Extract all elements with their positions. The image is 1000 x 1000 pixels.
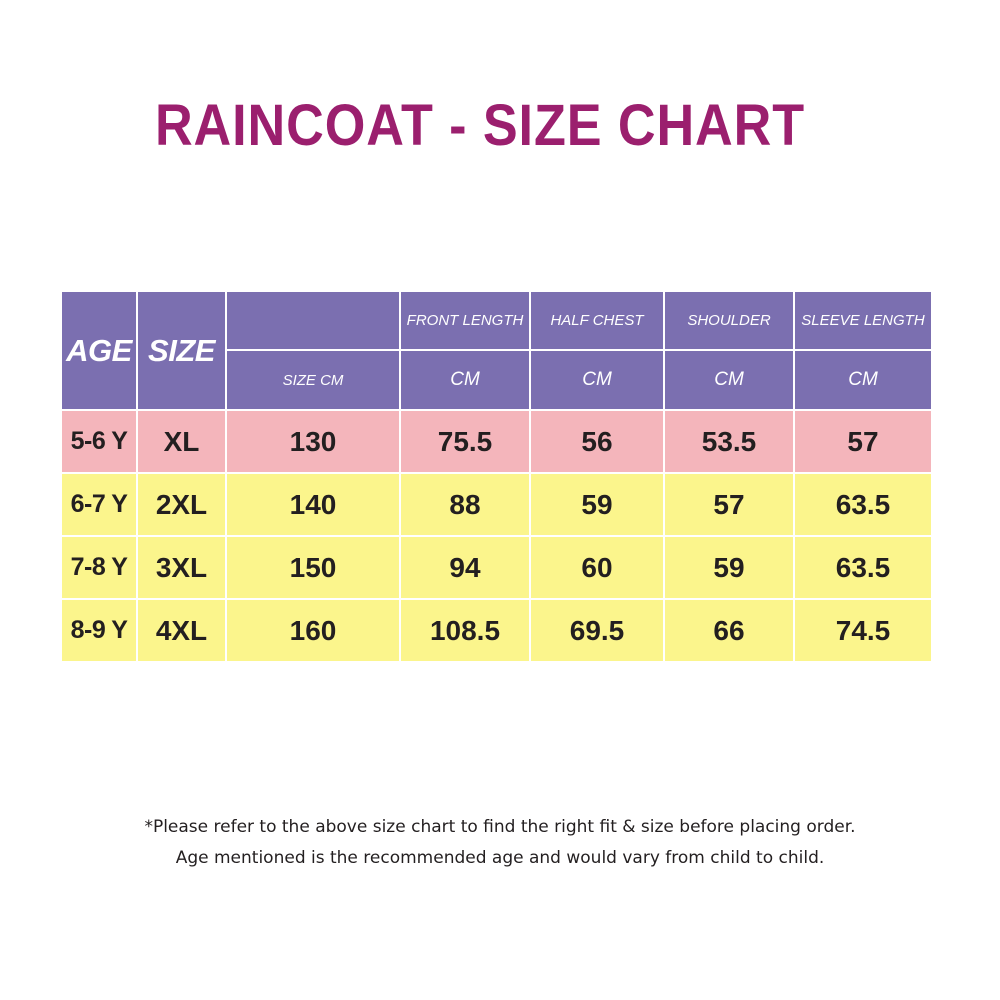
cell-age: 6-7 Y [60,472,138,537]
header-size: SIZE [136,290,227,411]
cell-sleeve-length: 74.5 [793,598,933,663]
cell-size: XL [136,409,227,474]
size-chart-table: AGE SIZE FRONT LENGTH HALF CHEST SHOULDE… [60,290,933,663]
cell-front-length: 108.5 [399,598,531,663]
header-front-length: FRONT LENGTH [399,290,531,351]
cell-half-chest: 56 [529,409,665,474]
header-sleeve-length: SLEEVE LENGTH [793,290,933,351]
cell-half-chest: 69.5 [529,598,665,663]
cell-sleeve-length: 63.5 [793,535,933,600]
cell-shoulder: 66 [663,598,795,663]
cell-size-cm: 140 [225,472,401,537]
cell-size: 2XL [136,472,227,537]
header-unit-half-chest: CM [529,349,665,411]
cell-age: 7-8 Y [60,535,138,600]
cell-size: 3XL [136,535,227,600]
cell-size-cm: 160 [225,598,401,663]
cell-size-cm: 130 [225,409,401,474]
header-half-chest: HALF CHEST [529,290,665,351]
footnote-line-1: *Please refer to the above size chart to… [144,817,856,837]
header-shoulder: SHOULDER [663,290,795,351]
table-row: 5-6 Y XL 130 75.5 56 53.5 57 [60,409,933,474]
cell-sleeve-length: 63.5 [793,472,933,537]
cell-front-length: 94 [399,535,531,600]
header-size-cm: SIZE CM [225,349,401,411]
page-title: RAINCOAT - SIZE CHART [154,93,806,158]
cell-size-cm: 150 [225,535,401,600]
cell-age: 5-6 Y [60,409,138,474]
header-unit-front-length: CM [399,349,531,411]
cell-shoulder: 57 [663,472,795,537]
cell-front-length: 88 [399,472,531,537]
table-row: 7-8 Y 3XL 150 94 60 59 63.5 [60,535,933,600]
cell-half-chest: 60 [529,535,665,600]
cell-front-length: 75.5 [399,409,531,474]
header-age: AGE [60,290,138,411]
cell-shoulder: 59 [663,535,795,600]
header-unit-sleeve-length: CM [793,349,933,411]
cell-sleeve-length: 57 [793,409,933,474]
header-blank [225,290,401,351]
cell-age: 8-9 Y [60,598,138,663]
header-row-units: SIZE CM CM CM CM CM [61,349,933,411]
cell-shoulder: 53.5 [663,409,795,474]
table-row: 6-7 Y 2XL 140 88 59 57 63.5 [60,472,933,537]
cell-half-chest: 59 [529,472,665,537]
header-row-labels: AGE SIZE FRONT LENGTH HALF CHEST SHOULDE… [60,290,933,411]
footnote-line-2: Age mentioned is the recommended age and… [175,848,825,868]
header-unit-shoulder: CM [663,349,795,411]
cell-size: 4XL [136,598,227,663]
table-row: 8-9 Y 4XL 160 108.5 69.5 66 74.5 [60,598,933,663]
footnote: *Please refer to the above size chart to… [0,812,1000,874]
